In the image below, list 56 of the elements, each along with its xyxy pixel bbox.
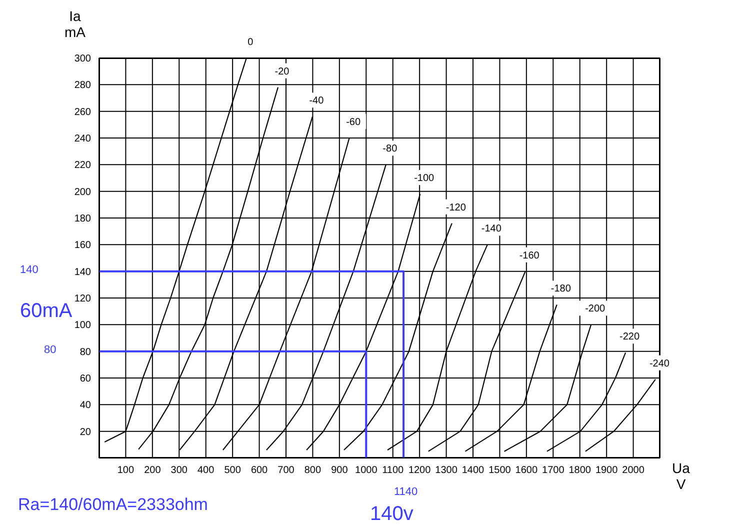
y-tick-label: 20	[80, 426, 92, 438]
x-tick-label: 1400	[462, 465, 485, 476]
series-label: -80	[382, 144, 398, 155]
y-tick-label: 80	[80, 346, 92, 358]
x-tick-label: 1100	[382, 465, 404, 476]
x-tick-label: 1300	[435, 465, 458, 476]
y-tick-label: 160	[74, 240, 92, 252]
x-tick-label: 1600	[515, 465, 538, 476]
x-axis-title: Ua V	[671, 460, 691, 492]
x-tick-label: 300	[170, 465, 188, 476]
series-label: -140	[481, 224, 502, 235]
x-tick-label: 900	[331, 465, 348, 476]
y-tick-label: 40	[80, 400, 92, 412]
y-tick-label: 140	[74, 266, 92, 278]
y-tick-label: 280	[74, 80, 92, 92]
y-tick-label: 200	[74, 186, 92, 198]
x-tick-label: 1000	[355, 465, 378, 476]
x-tick-label: 1200	[408, 465, 432, 476]
x-tick-label: 1500	[488, 465, 512, 476]
x-tick-label: 1700	[542, 465, 565, 476]
series-label: -120	[446, 202, 466, 214]
x-tick-label: 1900	[595, 465, 618, 476]
text: 1140	[394, 486, 418, 498]
x-tick-label: 600	[250, 465, 268, 476]
text: 140v	[370, 503, 414, 526]
x-tick-label: 200	[144, 465, 162, 476]
text: 140	[20, 264, 38, 276]
text: Ra=140/60mA=2333ohm	[18, 495, 208, 515]
x-tick-label: 1800	[568, 465, 592, 476]
y-tick-label: 240	[74, 134, 92, 145]
series-label: -160	[519, 250, 540, 262]
y-tick-label: 220	[74, 160, 92, 172]
y-tick-label: 260	[74, 106, 92, 118]
series-label: -200	[585, 304, 606, 315]
series-label: 0	[248, 37, 254, 48]
series-label: -100	[414, 173, 435, 184]
series-label: -60	[346, 117, 361, 128]
y-tick-label: 120	[74, 294, 92, 305]
y-axis-title: Ia mA	[64, 8, 86, 40]
series-label: -20	[274, 66, 290, 78]
series-label: -240	[649, 358, 670, 370]
series-label: -220	[620, 332, 640, 343]
y-tick-label: 100	[74, 320, 92, 332]
text: 60mA	[20, 300, 72, 323]
series-label: -40	[309, 96, 324, 107]
x-tick-label: 2000	[622, 465, 645, 476]
x-tick-label: 100	[117, 465, 134, 476]
y-tick-label: 300	[74, 54, 92, 65]
series-label: -180	[550, 284, 572, 295]
x-tick-label: 800	[304, 465, 322, 476]
x-tick-label: 700	[278, 465, 295, 476]
text: 80	[44, 344, 56, 356]
x-tick-label: 500	[224, 465, 242, 476]
y-tick-label: 180	[74, 214, 92, 225]
y-tick-label: 60	[80, 374, 92, 385]
x-tick-label: 400	[198, 465, 215, 476]
